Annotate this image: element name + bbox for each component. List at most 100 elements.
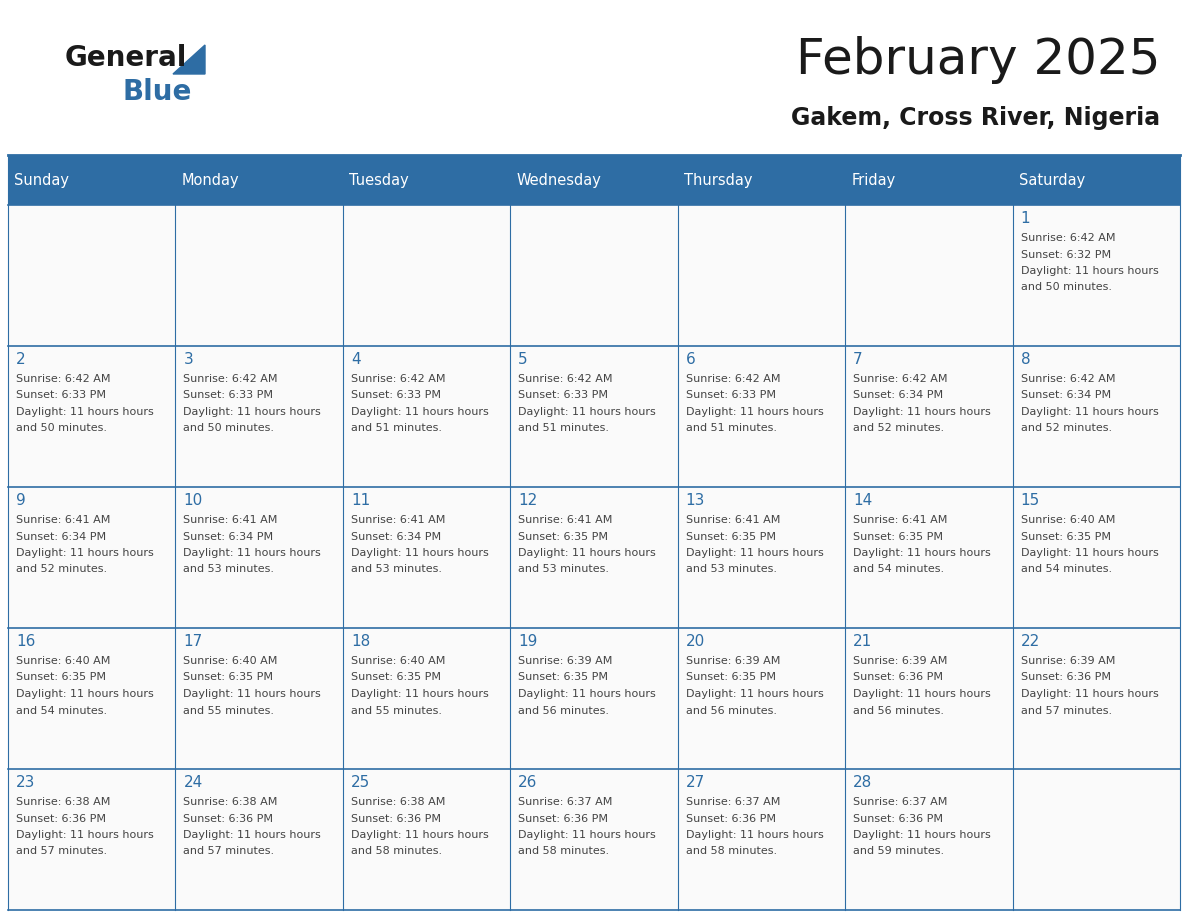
Text: Daylight: 11 hours hours: Daylight: 11 hours hours	[350, 407, 488, 417]
Text: 2: 2	[15, 352, 26, 367]
Text: Sunset: 6:36 PM: Sunset: 6:36 PM	[350, 813, 441, 823]
Text: Sunset: 6:36 PM: Sunset: 6:36 PM	[518, 813, 608, 823]
Text: 1: 1	[1020, 211, 1030, 226]
Text: Sunrise: 6:39 AM: Sunrise: 6:39 AM	[853, 656, 948, 666]
Text: and 53 minutes.: and 53 minutes.	[350, 565, 442, 575]
Text: Daylight: 11 hours hours: Daylight: 11 hours hours	[685, 548, 823, 558]
Text: Friday: Friday	[851, 173, 896, 187]
Text: Sunrise: 6:38 AM: Sunrise: 6:38 AM	[15, 797, 110, 807]
Text: Sunrise: 6:42 AM: Sunrise: 6:42 AM	[15, 374, 110, 384]
Text: and 54 minutes.: and 54 minutes.	[1020, 565, 1112, 575]
Text: Daylight: 11 hours hours: Daylight: 11 hours hours	[685, 689, 823, 699]
Text: Sunrise: 6:39 AM: Sunrise: 6:39 AM	[685, 656, 781, 666]
Text: Daylight: 11 hours hours: Daylight: 11 hours hours	[350, 689, 488, 699]
Text: Sunset: 6:36 PM: Sunset: 6:36 PM	[1020, 673, 1111, 682]
Text: Sunset: 6:35 PM: Sunset: 6:35 PM	[685, 532, 776, 542]
Text: Sunset: 6:34 PM: Sunset: 6:34 PM	[15, 532, 106, 542]
Text: Sunrise: 6:37 AM: Sunrise: 6:37 AM	[853, 797, 948, 807]
Text: Sunset: 6:35 PM: Sunset: 6:35 PM	[853, 532, 943, 542]
Text: and 56 minutes.: and 56 minutes.	[685, 706, 777, 715]
Text: 5: 5	[518, 352, 527, 367]
Text: 8: 8	[1020, 352, 1030, 367]
Text: Daylight: 11 hours hours: Daylight: 11 hours hours	[518, 548, 656, 558]
Text: Gakem, Cross River, Nigeria: Gakem, Cross River, Nigeria	[791, 106, 1159, 130]
Text: and 53 minutes.: and 53 minutes.	[518, 565, 609, 575]
Text: Sunrise: 6:42 AM: Sunrise: 6:42 AM	[350, 374, 446, 384]
Text: Sunset: 6:34 PM: Sunset: 6:34 PM	[853, 390, 943, 400]
Text: Sunrise: 6:40 AM: Sunrise: 6:40 AM	[1020, 515, 1116, 525]
Text: and 56 minutes.: and 56 minutes.	[853, 706, 944, 715]
Text: 18: 18	[350, 634, 371, 649]
Text: Sunrise: 6:41 AM: Sunrise: 6:41 AM	[350, 515, 446, 525]
Text: Daylight: 11 hours hours: Daylight: 11 hours hours	[15, 407, 153, 417]
Text: and 51 minutes.: and 51 minutes.	[685, 423, 777, 433]
Text: and 53 minutes.: and 53 minutes.	[685, 565, 777, 575]
Text: Sunset: 6:36 PM: Sunset: 6:36 PM	[853, 673, 943, 682]
Text: 6: 6	[685, 352, 695, 367]
Text: Sunrise: 6:41 AM: Sunrise: 6:41 AM	[685, 515, 781, 525]
Text: Daylight: 11 hours hours: Daylight: 11 hours hours	[518, 830, 656, 840]
Text: 27: 27	[685, 775, 704, 790]
Text: General: General	[65, 44, 188, 72]
Text: 16: 16	[15, 634, 36, 649]
Text: 3: 3	[183, 352, 194, 367]
Text: and 50 minutes.: and 50 minutes.	[1020, 283, 1112, 293]
Text: Daylight: 11 hours hours: Daylight: 11 hours hours	[518, 407, 656, 417]
Text: Sunset: 6:35 PM: Sunset: 6:35 PM	[518, 532, 608, 542]
Text: Daylight: 11 hours hours: Daylight: 11 hours hours	[15, 830, 153, 840]
Text: Sunrise: 6:41 AM: Sunrise: 6:41 AM	[15, 515, 110, 525]
Text: and 54 minutes.: and 54 minutes.	[853, 565, 944, 575]
Text: and 59 minutes.: and 59 minutes.	[853, 846, 944, 856]
Text: Thursday: Thursday	[684, 173, 752, 187]
Text: Sunset: 6:33 PM: Sunset: 6:33 PM	[350, 390, 441, 400]
Text: Daylight: 11 hours hours: Daylight: 11 hours hours	[1020, 407, 1158, 417]
Text: Sunset: 6:36 PM: Sunset: 6:36 PM	[15, 813, 106, 823]
Text: and 55 minutes.: and 55 minutes.	[183, 706, 274, 715]
Text: 11: 11	[350, 493, 371, 508]
Text: and 53 minutes.: and 53 minutes.	[183, 565, 274, 575]
Text: and 50 minutes.: and 50 minutes.	[183, 423, 274, 433]
Text: and 56 minutes.: and 56 minutes.	[518, 706, 609, 715]
Text: Sunset: 6:33 PM: Sunset: 6:33 PM	[518, 390, 608, 400]
Text: Sunrise: 6:41 AM: Sunrise: 6:41 AM	[853, 515, 948, 525]
Text: 12: 12	[518, 493, 537, 508]
Text: Sunset: 6:35 PM: Sunset: 6:35 PM	[1020, 532, 1111, 542]
Text: Daylight: 11 hours hours: Daylight: 11 hours hours	[853, 830, 991, 840]
Text: Daylight: 11 hours hours: Daylight: 11 hours hours	[1020, 548, 1158, 558]
Text: Daylight: 11 hours hours: Daylight: 11 hours hours	[15, 689, 153, 699]
Text: Daylight: 11 hours hours: Daylight: 11 hours hours	[1020, 689, 1158, 699]
Text: Sunrise: 6:41 AM: Sunrise: 6:41 AM	[518, 515, 613, 525]
Text: Sunrise: 6:40 AM: Sunrise: 6:40 AM	[183, 656, 278, 666]
Text: 21: 21	[853, 634, 872, 649]
Text: 15: 15	[1020, 493, 1040, 508]
Text: and 58 minutes.: and 58 minutes.	[518, 846, 609, 856]
Text: 23: 23	[15, 775, 36, 790]
Text: Sunset: 6:32 PM: Sunset: 6:32 PM	[1020, 250, 1111, 260]
Text: and 52 minutes.: and 52 minutes.	[1020, 423, 1112, 433]
Text: Sunset: 6:36 PM: Sunset: 6:36 PM	[685, 813, 776, 823]
Text: Saturday: Saturday	[1018, 173, 1085, 187]
Text: Sunrise: 6:42 AM: Sunrise: 6:42 AM	[518, 374, 613, 384]
Text: Daylight: 11 hours hours: Daylight: 11 hours hours	[183, 689, 321, 699]
Text: Daylight: 11 hours hours: Daylight: 11 hours hours	[685, 830, 823, 840]
Text: Sunrise: 6:42 AM: Sunrise: 6:42 AM	[183, 374, 278, 384]
Text: 24: 24	[183, 775, 203, 790]
Text: and 55 minutes.: and 55 minutes.	[350, 706, 442, 715]
Text: February 2025: February 2025	[796, 36, 1159, 84]
Text: Blue: Blue	[124, 78, 192, 106]
Text: 17: 17	[183, 634, 203, 649]
Text: Sunrise: 6:42 AM: Sunrise: 6:42 AM	[1020, 374, 1116, 384]
Text: and 57 minutes.: and 57 minutes.	[1020, 706, 1112, 715]
Text: Monday: Monday	[182, 173, 239, 187]
Text: Sunset: 6:34 PM: Sunset: 6:34 PM	[350, 532, 441, 542]
Text: Daylight: 11 hours hours: Daylight: 11 hours hours	[183, 830, 321, 840]
Text: 20: 20	[685, 634, 704, 649]
Text: and 58 minutes.: and 58 minutes.	[685, 846, 777, 856]
Text: Sunrise: 6:40 AM: Sunrise: 6:40 AM	[350, 656, 446, 666]
Text: Daylight: 11 hours hours: Daylight: 11 hours hours	[183, 548, 321, 558]
Polygon shape	[173, 45, 206, 74]
Text: Daylight: 11 hours hours: Daylight: 11 hours hours	[685, 407, 823, 417]
Text: and 54 minutes.: and 54 minutes.	[15, 706, 107, 715]
Text: Tuesday: Tuesday	[349, 173, 409, 187]
Text: and 57 minutes.: and 57 minutes.	[183, 846, 274, 856]
